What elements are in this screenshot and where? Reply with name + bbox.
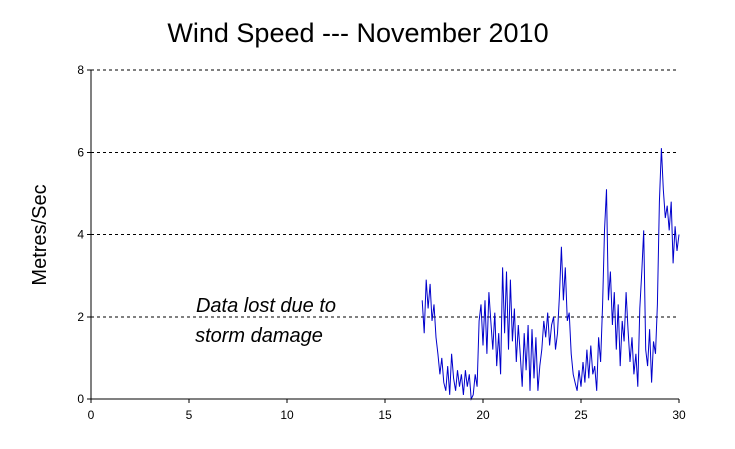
annotation-line-2: storm damage (195, 325, 323, 347)
y-tick-label: 0 (77, 392, 84, 406)
axis-ticks: 0 2 4 6 8 0 5 10 15 20 25 30 (77, 63, 686, 422)
wind-speed-series-line (421, 148, 680, 401)
gridlines (91, 69, 679, 318)
chart-title: Wind Speed --- November 2010 (167, 18, 548, 48)
y-tick-label: 8 (77, 63, 84, 77)
series-layer (421, 148, 680, 401)
y-tick-label: 6 (77, 145, 84, 159)
x-tick-label: 30 (672, 408, 686, 422)
annotation-line-1: Data lost due to (196, 295, 336, 317)
y-tick-label: 2 (77, 310, 84, 324)
y-tick-label: 4 (77, 228, 84, 242)
x-tick-label: 20 (476, 408, 490, 422)
x-tick-label: 15 (378, 408, 392, 422)
x-tick-label: 10 (280, 408, 294, 422)
x-tick-label: 5 (186, 408, 193, 422)
y-axis-label: Metres/Sec (29, 184, 51, 285)
x-tick-label: 25 (574, 408, 588, 422)
x-tick-label: 0 (88, 408, 95, 422)
